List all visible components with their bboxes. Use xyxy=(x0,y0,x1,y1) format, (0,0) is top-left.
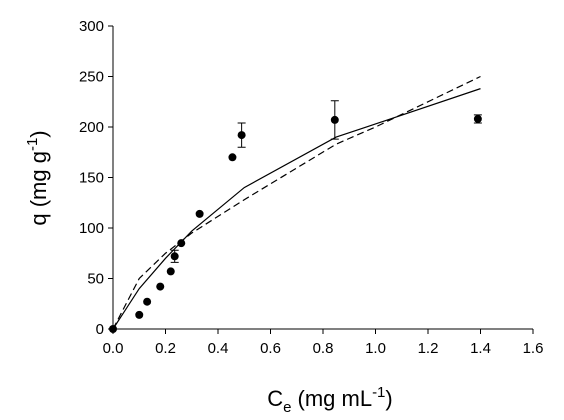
x-tick-label: 0.8 xyxy=(313,340,334,357)
fit-line xyxy=(112,88,481,330)
x-tick-label: 0.6 xyxy=(260,340,281,357)
y-label-close: ) xyxy=(26,130,51,137)
data-point xyxy=(237,131,246,140)
y-tick-label: 250 xyxy=(79,69,104,86)
data-point xyxy=(135,310,144,319)
y-tick-label: 100 xyxy=(79,220,104,237)
x-label-close: ) xyxy=(385,386,392,411)
data-point xyxy=(473,114,482,123)
x-tick-label: 1.2 xyxy=(418,340,439,357)
data-point xyxy=(330,115,339,124)
x-label-sup: -1 xyxy=(372,384,385,401)
x-label-unit: (mg mL xyxy=(298,386,373,411)
y-label-main: q (mg g xyxy=(26,151,51,226)
x-tick-label: 0.2 xyxy=(155,340,176,357)
y-tick-label: 50 xyxy=(87,271,104,288)
y-tick-label: 200 xyxy=(79,119,104,136)
data-point xyxy=(166,267,175,276)
x-label-main: C xyxy=(267,386,283,411)
data-point xyxy=(143,297,152,306)
x-tick-label: 1.4 xyxy=(470,340,491,357)
y-tick-label: 150 xyxy=(79,170,104,187)
x-axis-label: Ce (mg mL-1) xyxy=(267,384,392,416)
x-tick-label: 0.0 xyxy=(103,340,124,357)
data-point xyxy=(156,282,165,291)
y-axis-label: q (mg g-1) xyxy=(24,130,51,225)
x-tick-label: 0.4 xyxy=(208,340,229,357)
x-label-sub: e xyxy=(283,399,291,416)
y-label-sup: -1 xyxy=(24,138,41,151)
y-tick-label: 0 xyxy=(96,321,104,338)
data-point xyxy=(195,209,204,218)
data-point xyxy=(170,252,179,261)
y-tick-label: 300 xyxy=(79,18,104,35)
data-point xyxy=(228,153,237,162)
x-tick-label: 1.6 xyxy=(523,340,544,357)
x-tick-label: 1.0 xyxy=(365,340,386,357)
data-point xyxy=(177,239,186,248)
fit-line xyxy=(112,75,481,330)
